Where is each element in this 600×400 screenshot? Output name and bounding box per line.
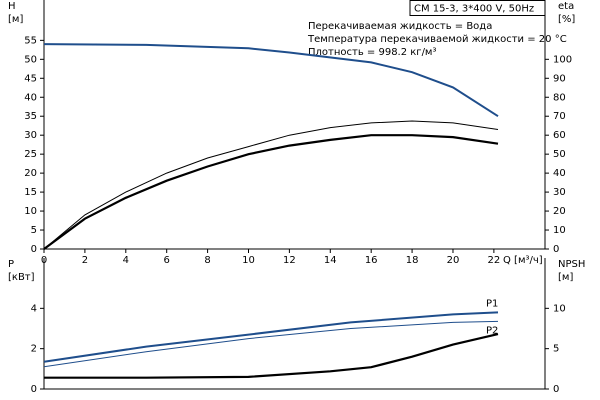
y-tick-label: 2 <box>31 344 37 355</box>
y2-tick-label: 60 <box>553 130 566 141</box>
y2-tick-label: 20 <box>553 206 566 217</box>
y-tick-label: 45 <box>24 73 37 84</box>
y-tick-label: 20 <box>24 168 37 179</box>
y2-tick-label: 5 <box>553 344 559 355</box>
x-tick-label: 6 <box>164 255 170 266</box>
x-tick-label: 16 <box>365 255 378 266</box>
y2-axis-label: NPSH <box>558 259 585 270</box>
x-axis-label: Q [м³/ч] <box>503 255 543 266</box>
y2-tick-label: 40 <box>553 168 566 179</box>
y-tick-label: 5 <box>31 225 37 236</box>
x-tick-label: 2 <box>82 255 88 266</box>
y-axis-label: [кВт] <box>8 272 35 283</box>
y2-axis-label: eta <box>558 1 574 12</box>
x-tick-label: 20 <box>447 255 460 266</box>
curve-label: P1 <box>486 298 498 309</box>
y-axis-label: P <box>8 259 14 270</box>
annotation: Перекачиваемая жидкость = Вода <box>308 21 492 32</box>
curve <box>44 333 499 379</box>
y-tick-label: 30 <box>24 130 37 141</box>
x-tick-label: 4 <box>123 255 129 266</box>
y-axis-label: [м] <box>8 14 23 25</box>
x-tick-label: 12 <box>283 255 296 266</box>
curve-label: P2 <box>486 325 498 336</box>
y-tick-label: 4 <box>31 303 37 314</box>
y2-tick-label: 0 <box>553 244 559 255</box>
y-tick-label: 0 <box>31 384 37 395</box>
y-axis-label: H <box>8 1 16 12</box>
x-tick-label: 10 <box>242 255 255 266</box>
curve <box>43 43 499 118</box>
y2-axis-label: [%] <box>558 14 575 25</box>
y-tick-label: 50 <box>24 54 37 65</box>
x-tick-label: 8 <box>204 255 210 266</box>
y-tick-label: 55 <box>24 35 37 46</box>
annotation: Плотность = 998.2 кг/м³ <box>308 47 437 58</box>
y2-tick-label: 70 <box>553 111 566 122</box>
curve <box>43 120 499 250</box>
x-tick-label: 14 <box>324 255 337 266</box>
y2-tick-label: 80 <box>553 92 566 103</box>
y-tick-label: 0 <box>31 244 37 255</box>
y2-tick-label: 50 <box>553 149 566 160</box>
y-tick-label: 10 <box>24 206 37 217</box>
x-tick-label: 22 <box>488 255 501 266</box>
chart-title: CM 15-3, 3*400 V, 50Hz <box>414 4 534 15</box>
annotation: Температура перекачиваемой жидкости = 20… <box>307 34 567 45</box>
x-tick-label: 18 <box>406 255 419 266</box>
y2-axis-label: [м] <box>558 272 573 283</box>
curve <box>43 134 499 250</box>
title-box <box>409 0 546 16</box>
y2-tick-label: 30 <box>553 187 566 198</box>
y2-tick-label: 100 <box>553 54 572 65</box>
curve <box>43 320 499 368</box>
curve <box>43 311 499 363</box>
y2-tick-label: 10 <box>553 225 566 236</box>
y-tick-label: 40 <box>24 92 37 103</box>
y-tick-label: 35 <box>24 111 37 122</box>
y-tick-label: 25 <box>24 149 37 160</box>
y2-tick-label: 90 <box>553 73 566 84</box>
y2-tick-label: 0 <box>553 384 559 395</box>
y-tick-label: 15 <box>24 187 37 198</box>
y2-tick-label: 10 <box>553 303 566 314</box>
